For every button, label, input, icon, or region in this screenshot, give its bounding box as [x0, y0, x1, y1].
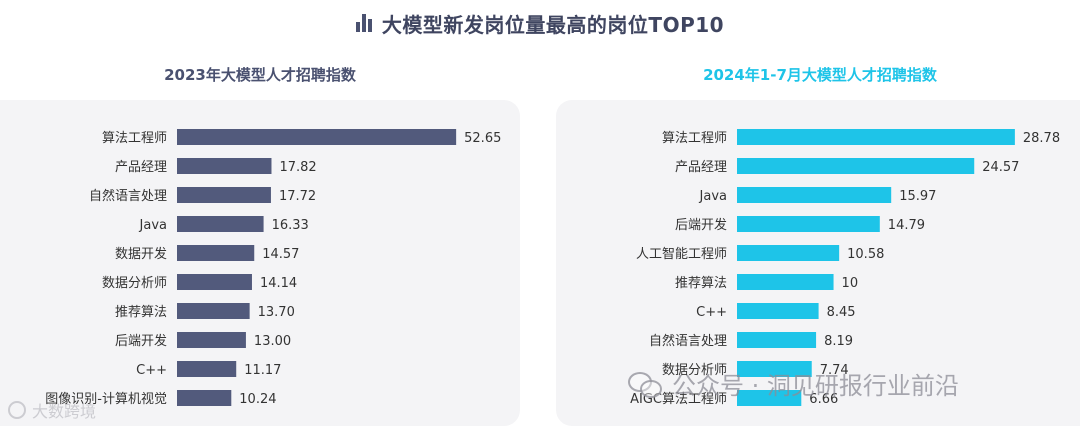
left-value-label: 17.72	[279, 189, 316, 204]
right-bar-chart: 算法工程师 28.78 产品经理 24.57 Java 15.97 后端开发 14.79 人工智…	[630, 129, 1060, 407]
watermark-logo-icon	[8, 401, 26, 419]
right-category-label: 后端开发	[675, 217, 727, 233]
left-bar	[177, 158, 272, 174]
left-bar	[177, 187, 271, 203]
right-category-label: Java	[699, 189, 727, 204]
right-category-label: 产品经理	[675, 160, 727, 175]
left-value-label: 52.65	[464, 131, 501, 146]
left-category-label: C++	[136, 363, 167, 378]
right-value-label: 10.58	[847, 247, 884, 262]
left-value-label: 11.17	[244, 363, 281, 378]
watermark-left: 大数跨境	[8, 398, 96, 422]
wechat-icon	[628, 370, 664, 398]
right-bar	[737, 129, 1015, 145]
left-bar	[177, 390, 232, 406]
left-bar	[177, 361, 237, 377]
right-value-label: 6.66	[809, 392, 838, 407]
left-value-label: 17.82	[279, 160, 316, 175]
left-value-label: 14.57	[262, 247, 299, 262]
right-value-label: 7.74	[820, 363, 849, 378]
right-category-label: 人工智能工程师	[636, 247, 727, 262]
right-category-label: 算法工程师	[662, 131, 727, 146]
right-value-label: 15.97	[899, 189, 936, 204]
left-bar	[177, 129, 457, 145]
left-category-label: 图像识别-计算机视觉	[45, 392, 167, 407]
right-bar	[737, 361, 812, 377]
right-bar	[737, 274, 834, 290]
watermark-right: 公众号 · 洞见研报行业前沿	[628, 366, 959, 401]
left-bar	[177, 332, 246, 348]
right-value-label: 8.19	[824, 334, 853, 349]
title-row: 大模型新发岗位量最高的岗位TOP10	[0, 6, 1080, 40]
right-value-label: 28.78	[1023, 131, 1060, 146]
left-value-label: 13.70	[258, 305, 295, 320]
left-value-label: 13.00	[254, 334, 291, 349]
right-value-label: 24.57	[982, 160, 1019, 175]
page-title: 大模型新发岗位量最高的岗位TOP10	[381, 12, 725, 37]
right-bar	[737, 216, 880, 232]
left-value-label: 14.14	[260, 276, 297, 291]
left-value-label: 16.33	[272, 218, 309, 233]
left-category-label: 数据分析师	[102, 276, 167, 291]
left-chart-title: 2023年大模型人才招聘指数	[164, 66, 356, 84]
bar-chart-icon	[355, 14, 372, 32]
right-value-label: 10	[842, 276, 859, 291]
right-bar	[737, 187, 892, 203]
left-bar	[177, 245, 255, 261]
right-bar	[737, 245, 840, 261]
left-chart-panel	[0, 100, 520, 426]
left-category-label: 后端开发	[115, 333, 167, 349]
left-category-label: Java	[139, 218, 167, 233]
left-value-label: 10.24	[239, 392, 276, 407]
left-category-label: 数据开发	[115, 246, 167, 262]
left-bar	[177, 303, 250, 319]
right-bar	[737, 390, 802, 406]
left-category-label: 产品经理	[115, 160, 167, 175]
right-bar	[737, 303, 819, 319]
left-category-label: 算法工程师	[102, 131, 167, 146]
left-bar	[177, 216, 264, 232]
right-value-label: 14.79	[888, 218, 925, 233]
left-category-label: 推荐算法	[115, 305, 167, 320]
left-bar	[177, 274, 252, 290]
right-bar	[737, 332, 817, 348]
watermark-left-text: 大数跨境	[32, 402, 97, 421]
right-value-label: 8.45	[827, 305, 856, 320]
right-category-label: C++	[696, 305, 727, 320]
left-category-label: 自然语言处理	[89, 188, 167, 204]
right-chart-title: 2024年1-7月大模型人才招聘指数	[703, 66, 937, 84]
right-bar	[737, 158, 975, 174]
right-category-label: 数据分析师	[662, 363, 727, 378]
right-category-label: 推荐算法	[675, 276, 727, 291]
left-bar-chart: 算法工程师 52.65 产品经理 17.82 自然语言处理 17.72 Java 16.33 数…	[45, 129, 501, 407]
right-category-label: 自然语言处理	[649, 333, 727, 349]
watermark-right-text: 公众号 · 洞见研报行业前沿	[672, 372, 959, 400]
